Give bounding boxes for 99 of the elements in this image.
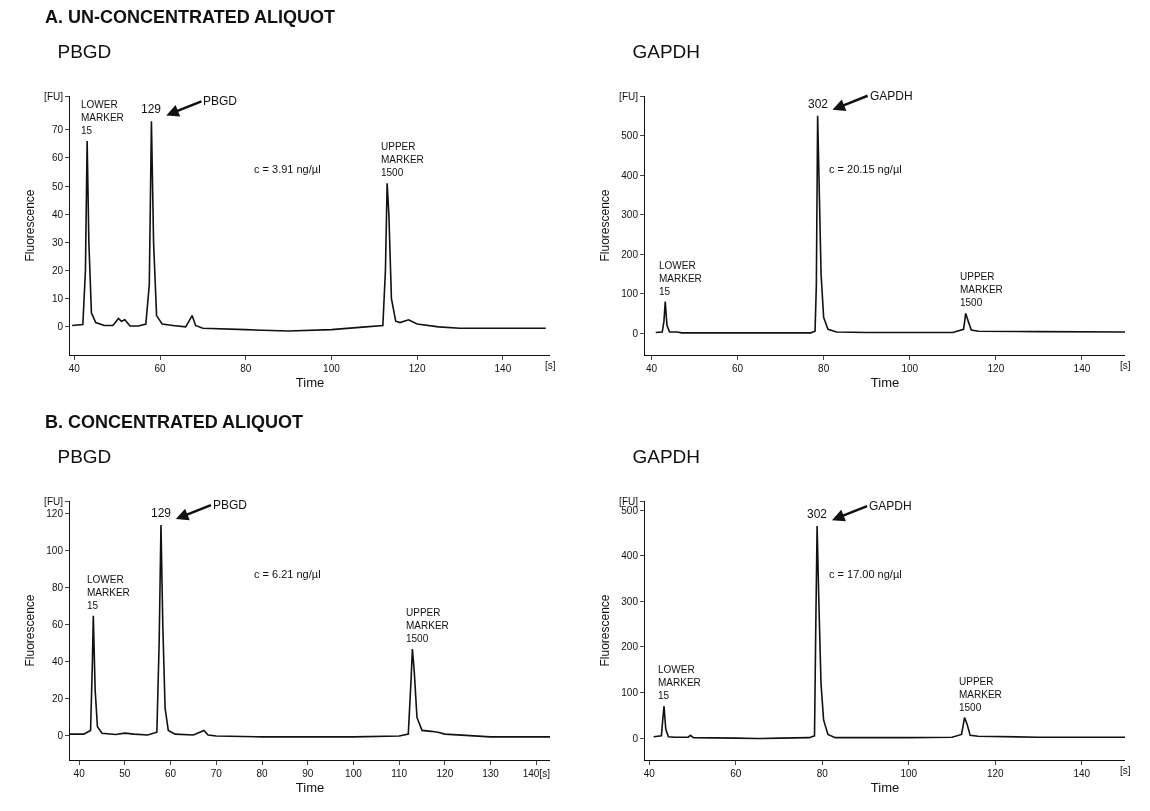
y-axis-title: Fluorescence xyxy=(598,189,613,262)
y-tick-label: 40 xyxy=(51,208,64,220)
x-tick-label: 120 xyxy=(408,363,426,374)
y-tick-label: 60 xyxy=(51,619,64,631)
annotation: c = 3.91 ng/µl xyxy=(254,163,321,175)
line-series xyxy=(652,525,1125,740)
annotation: LOWER MARKER 15 xyxy=(659,260,702,297)
y-tick-label: 300 xyxy=(621,209,639,221)
text: [s] xyxy=(1120,765,1131,776)
x-tick-label: 40 xyxy=(68,363,81,374)
annotation: c = 17.00 ng/µl xyxy=(829,568,902,580)
x-tick-label: 40 xyxy=(73,768,86,779)
annotation: UPPER MARKER 1500 xyxy=(959,676,1002,713)
y-tick-label: 30 xyxy=(51,236,64,248)
x-axis-title: Time xyxy=(295,779,325,795)
x-tick-label: 100 xyxy=(901,363,919,374)
x-tick-label: 80 xyxy=(256,768,268,779)
annotation: PBGD xyxy=(213,498,248,512)
annotation: c = 6.21 ng/µl xyxy=(254,568,321,580)
chart-subtitle: B. CONCENTRATED ALIQUOT xyxy=(44,411,304,434)
line-series xyxy=(71,120,547,332)
chart-title: PBGD xyxy=(57,446,112,468)
annotation: c = 20.15 ng/µl xyxy=(829,163,902,175)
x-tick-label: 50 xyxy=(119,768,131,779)
annotation: LOWER MARKER 15 xyxy=(81,99,124,136)
chart-title: GAPDH xyxy=(632,446,701,468)
x-axis-title: Time xyxy=(870,779,900,795)
y-tick-label: 200 xyxy=(621,641,639,653)
chart-title: PBGD xyxy=(57,41,112,63)
x-tick-label: 120 xyxy=(436,768,454,779)
text: [s] xyxy=(1120,360,1131,371)
y-tick-label: 400 xyxy=(621,550,639,562)
x-tick-label: 40 xyxy=(643,768,656,779)
annotation: GAPDH xyxy=(869,499,912,513)
x-tick-label: 140 xyxy=(494,363,512,374)
y-tick-label: 20 xyxy=(51,265,64,277)
y-tick-label: 0 xyxy=(632,732,639,744)
y-tick-label: 100 xyxy=(621,288,639,300)
annotation: GAPDH xyxy=(870,89,913,103)
chart-title: GAPDH xyxy=(632,41,701,63)
annotation: LOWER MARKER 15 xyxy=(87,574,130,611)
y-tick-label: 20 xyxy=(51,693,64,705)
y-tick-label: 100 xyxy=(621,687,639,699)
x-tick-label: 140 xyxy=(1073,768,1091,779)
annotation: LOWER MARKER 15 xyxy=(658,664,701,701)
x-axis-title: Time xyxy=(870,374,900,390)
annotation: 129 xyxy=(141,102,162,116)
x-tick-label: 140 xyxy=(1073,363,1091,374)
y-tick-label: 0 xyxy=(57,730,64,742)
annotation: 129 xyxy=(151,506,172,520)
x-tick-label: 60 xyxy=(732,363,744,374)
annotation: PBGD xyxy=(203,94,238,108)
x-tick-label: 60 xyxy=(730,768,742,779)
x-tick-label: 110 xyxy=(391,768,408,779)
y-tick-label: 0 xyxy=(632,327,639,339)
y-tick-label: [FU] xyxy=(619,90,639,102)
y-tick-label: [FU] xyxy=(619,495,639,507)
y-tick-label: 80 xyxy=(51,582,64,594)
y-tick-label: 60 xyxy=(51,152,64,164)
x-tick-label: 80 xyxy=(818,363,830,374)
annotation: 302 xyxy=(807,507,828,521)
x-tick-label: 80 xyxy=(816,768,829,779)
x-axis-title: Time xyxy=(295,374,325,390)
x-tick-label: 90 xyxy=(302,768,314,779)
y-axis-title: Fluorescence xyxy=(23,594,38,667)
x-tick-label: 140[s] xyxy=(522,768,551,779)
x-tick-label: 60 xyxy=(154,363,166,374)
x-tick-label: 40 xyxy=(645,363,658,374)
y-tick-label: 40 xyxy=(51,656,64,668)
y-tick-label: [FU] xyxy=(44,90,64,102)
y-axis-title: Fluorescence xyxy=(23,189,38,262)
annotation: UPPER MARKER 1500 xyxy=(960,271,1003,308)
y-tick-label: 10 xyxy=(51,293,64,305)
y-tick-label: 0 xyxy=(57,321,64,333)
y-tick-label: 50 xyxy=(51,180,64,192)
x-tick-label: 80 xyxy=(240,363,252,374)
x-tick-label: 100 xyxy=(900,768,918,779)
x-tick-label: 60 xyxy=(165,768,177,779)
y-axis-title: Fluorescence xyxy=(598,594,613,667)
x-tick-label: 70 xyxy=(210,768,223,779)
text: [s] xyxy=(545,360,556,371)
x-tick-label: 100 xyxy=(345,768,363,779)
y-tick-label: [FU] xyxy=(44,495,64,507)
annotation: 302 xyxy=(808,97,829,111)
chart-subtitle: A. UN-CONCENTRATED ALIQUOT xyxy=(44,6,336,29)
y-tick-label: 100 xyxy=(46,545,64,557)
y-tick-label: 120 xyxy=(46,508,64,520)
x-tick-label: 130 xyxy=(482,768,500,779)
line-series xyxy=(654,114,1125,334)
y-tick-label: 300 xyxy=(621,595,639,607)
y-tick-label: 500 xyxy=(621,130,639,142)
x-tick-label: 120 xyxy=(986,768,1005,779)
y-tick-label: 400 xyxy=(621,169,639,181)
y-tick-label: 70 xyxy=(51,124,64,136)
y-tick-label: 200 xyxy=(621,248,639,260)
x-tick-label: 100 xyxy=(323,363,341,374)
annotation: UPPER MARKER 1500 xyxy=(406,607,449,644)
x-tick-label: 120 xyxy=(987,363,1005,374)
annotation: UPPER MARKER 1500 xyxy=(381,141,424,178)
